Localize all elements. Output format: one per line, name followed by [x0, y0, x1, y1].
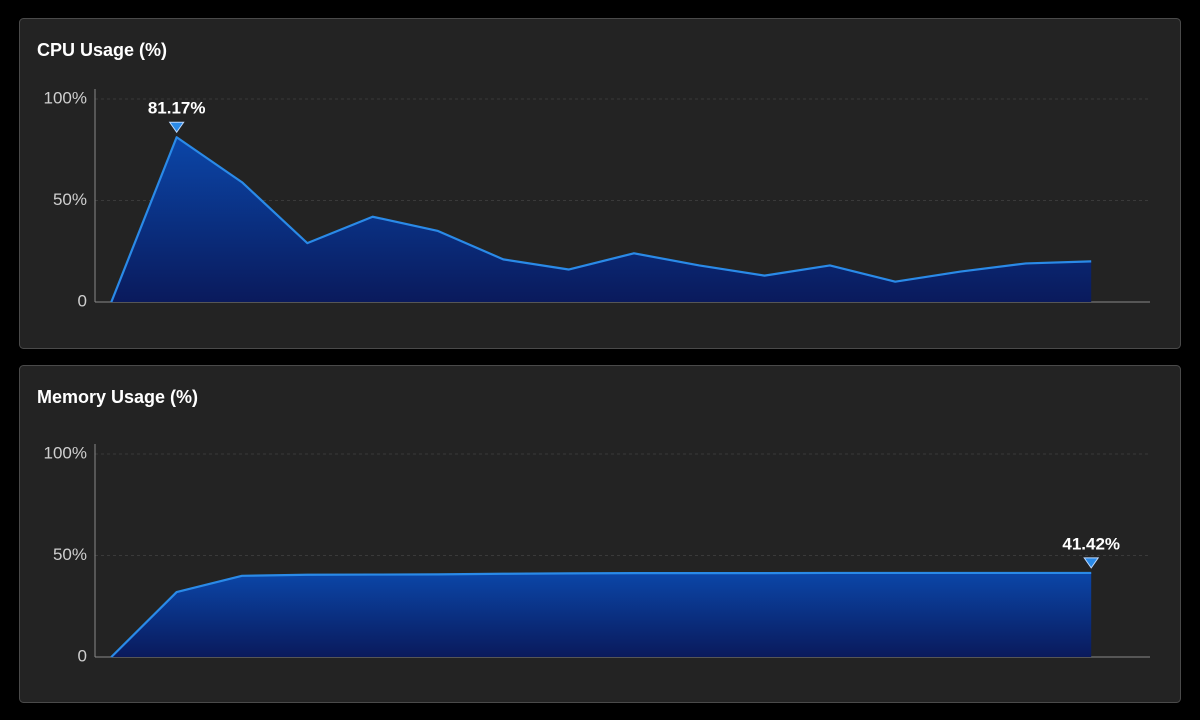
chart-title: CPU Usage (%)	[37, 40, 167, 60]
peak-marker	[168, 121, 185, 134]
y-tick-label: 50%	[53, 190, 87, 209]
y-tick-label: 0	[78, 646, 87, 665]
area-line	[110, 136, 1092, 303]
peak-marker	[1083, 557, 1100, 569]
y-tick-label: 100%	[44, 88, 87, 107]
chart-title: Memory Usage (%)	[37, 387, 198, 407]
area-fill	[111, 572, 1092, 657]
area-line	[110, 571, 1092, 658]
y-tick-label: 0	[78, 291, 87, 310]
chart-panel: Memory Usage (%)050%100%16:2716:2816:291…	[19, 365, 1181, 703]
area-fill	[111, 137, 1092, 302]
chart-panel: CPU Usage (%)050%100%16:2716:2816:2916:3…	[19, 18, 1181, 349]
peak-label: 81.17%	[148, 99, 206, 118]
y-tick-label: 100%	[44, 443, 87, 462]
peak-label: 41.42%	[1062, 534, 1120, 553]
y-tick-label: 50%	[53, 545, 87, 564]
